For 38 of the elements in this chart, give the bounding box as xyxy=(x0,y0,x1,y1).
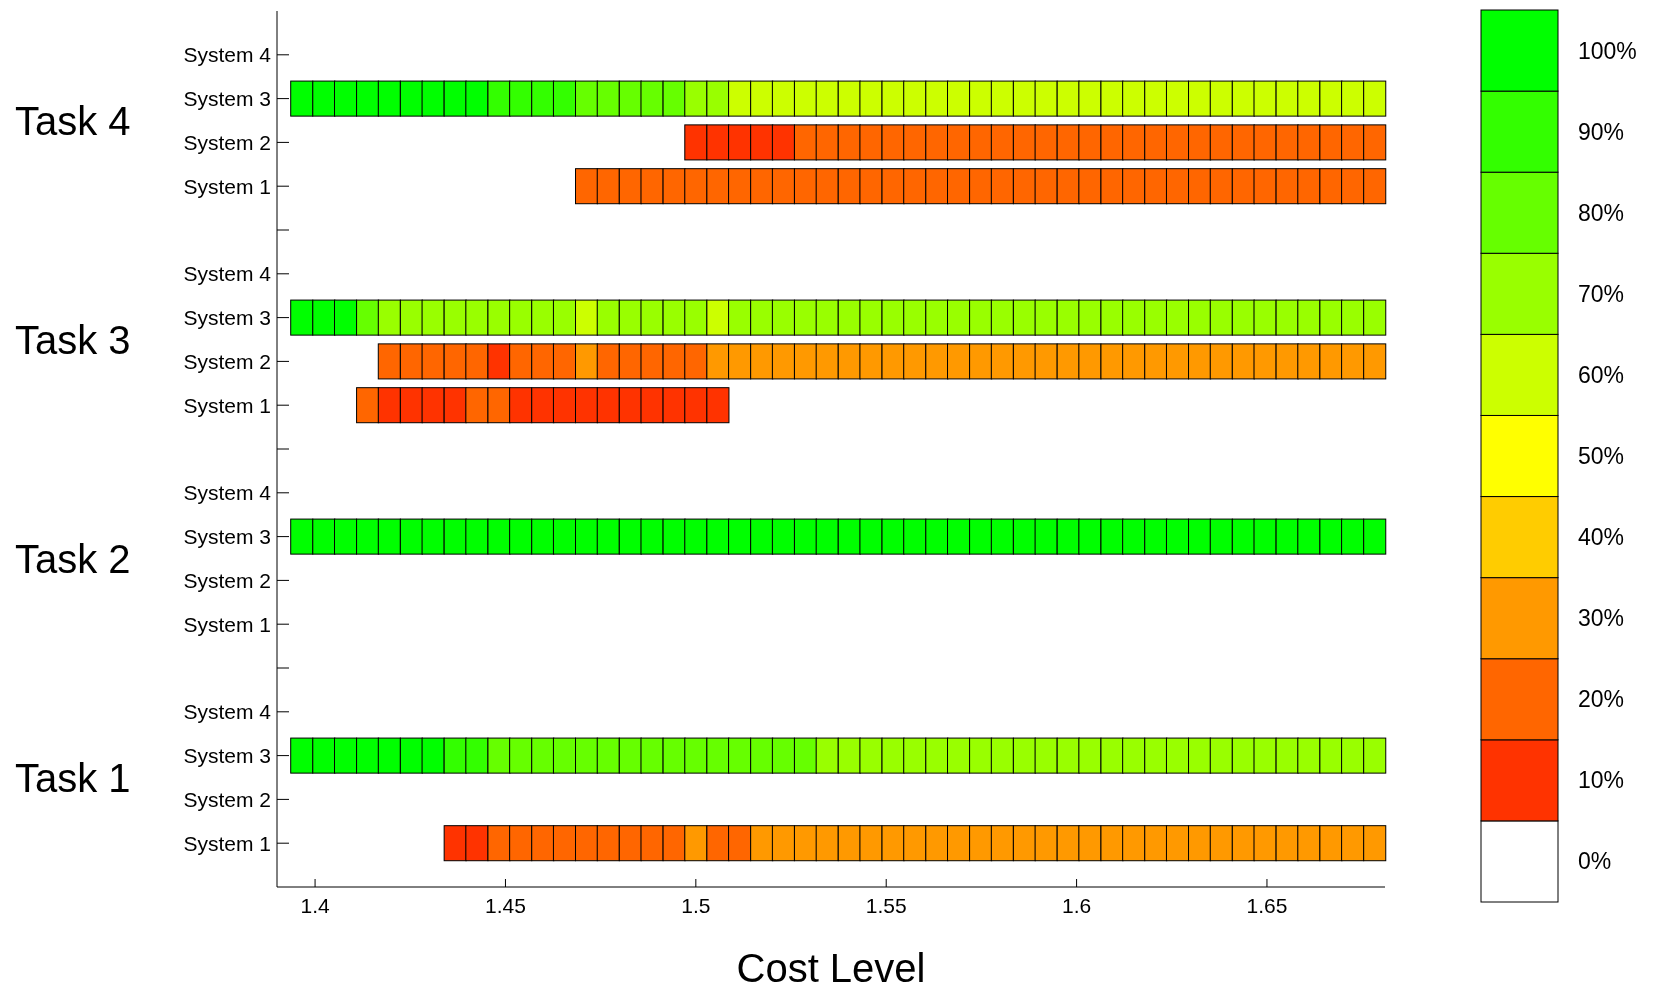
y-tick-label: System 1 xyxy=(183,612,271,636)
y-tick-label: System 3 xyxy=(183,525,271,549)
y-tick-label: System 1 xyxy=(183,831,271,855)
x-tick-label: 1.45 xyxy=(485,894,526,917)
y-tick-label: System 4 xyxy=(183,481,272,505)
x-tick-label: 1.6 xyxy=(1061,894,1092,917)
y-tick-label: System 3 xyxy=(183,744,271,768)
color-bar-label: 40% xyxy=(1578,524,1625,551)
x-tick-label: 1.55 xyxy=(865,894,907,917)
color-bar-label: 20% xyxy=(1578,686,1625,713)
y-tick-label: System 2 xyxy=(183,787,271,811)
text: Task 2 xyxy=(15,536,131,581)
color-bar-label: 50% xyxy=(1578,443,1625,469)
y-tick-label: System 2 xyxy=(183,130,271,154)
text: Task 3 xyxy=(15,317,131,362)
color-bar-label: 70% xyxy=(1578,280,1625,307)
y-tick-label: System 1 xyxy=(183,393,271,417)
color-bar-label: 60% xyxy=(1578,361,1625,388)
color-bar-label: 30% xyxy=(1578,605,1625,632)
y-tick-label: System 2 xyxy=(183,349,271,373)
color-bar-label: 100% xyxy=(1578,37,1637,64)
color-bar-label: 80% xyxy=(1578,199,1625,226)
color-bar-label: 90% xyxy=(1578,118,1625,145)
x-axis-title: Cost Level xyxy=(736,946,926,990)
x-tick-label: 1.65 xyxy=(1246,894,1288,917)
color-bar-label: 10% xyxy=(1578,767,1625,794)
text: Task 1 xyxy=(15,755,131,800)
x-tick-label: 1.5 xyxy=(681,894,711,917)
y-tick-label: System 4 xyxy=(183,262,272,286)
y-tick-label: System 3 xyxy=(183,306,271,330)
color-bar-label: 0% xyxy=(1578,848,1612,875)
y-tick-label: System 4 xyxy=(183,43,272,67)
y-tick-label: System 4 xyxy=(183,700,272,724)
y-tick-label: System 3 xyxy=(183,87,271,111)
text: Task 4 xyxy=(15,98,131,143)
y-tick-label: System 2 xyxy=(183,568,271,592)
y-tick-label: System 1 xyxy=(183,174,271,198)
x-tick-label: 1.4 xyxy=(300,894,330,917)
